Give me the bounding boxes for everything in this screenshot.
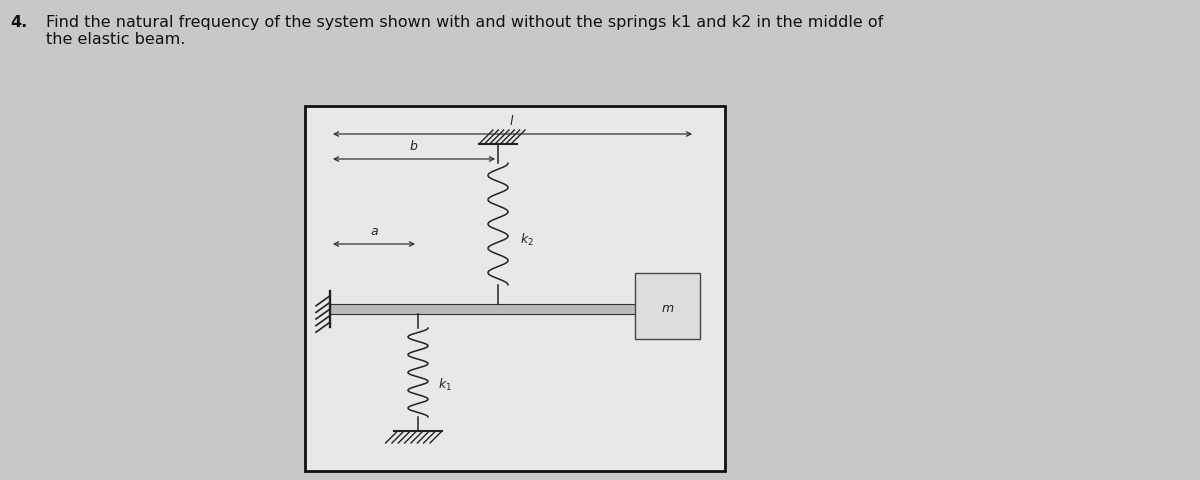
Bar	[305, 107, 725, 471]
Text: $b$: $b$	[409, 139, 419, 153]
Text: $k_1$: $k_1$	[438, 376, 452, 392]
Bar	[635, 274, 700, 339]
Text: $a$: $a$	[370, 225, 378, 238]
Text: Find the natural frequency of the system shown with and without the springs k1 a: Find the natural frequency of the system…	[46, 15, 883, 48]
Text: $l$: $l$	[509, 114, 515, 128]
Text: $m$: $m$	[661, 301, 674, 314]
Bar	[330, 304, 695, 314]
Text: 4.: 4.	[10, 15, 28, 30]
Text: $k_2$: $k_2$	[520, 231, 534, 248]
